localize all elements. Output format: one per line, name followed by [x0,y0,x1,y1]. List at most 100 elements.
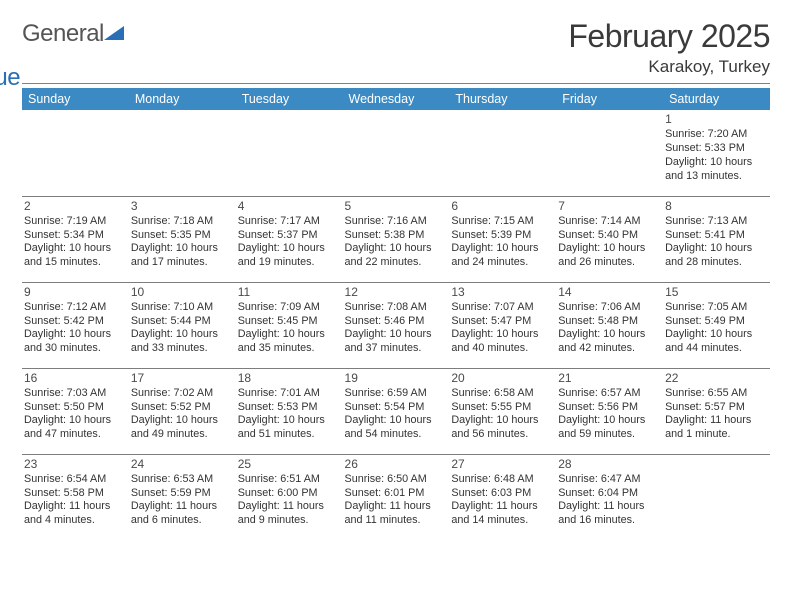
sunrise-line: Sunrise: 7:07 AM [451,301,552,315]
sunrise-line: Sunrise: 7:05 AM [665,301,766,315]
sunrise-line: Sunrise: 6:51 AM [238,473,339,487]
daylight-line: Daylight: 10 hours and 42 minutes. [558,328,659,356]
sunrise-line: Sunrise: 7:09 AM [238,301,339,315]
sunrise-line: Sunrise: 7:16 AM [345,215,446,229]
brand-logo: General Blue [22,18,126,70]
dow-thursday: Thursday [449,88,556,110]
day-cell: 28Sunrise: 6:47 AMSunset: 6:04 PMDayligh… [556,454,663,540]
day-number: 23 [24,457,125,472]
day-cell: 6Sunrise: 7:15 AMSunset: 5:39 PMDaylight… [449,196,556,282]
sunrise-line: Sunrise: 7:02 AM [131,387,232,401]
day-number: 3 [131,199,232,214]
day-number: 10 [131,285,232,300]
sunrise-line: Sunrise: 7:12 AM [24,301,125,315]
daylight-line: Daylight: 10 hours and 28 minutes. [665,242,766,270]
sunrise-line: Sunrise: 6:50 AM [345,473,446,487]
day-number: 25 [238,457,339,472]
sunset-line: Sunset: 5:53 PM [238,401,339,415]
day-cell: 21Sunrise: 6:57 AMSunset: 5:56 PMDayligh… [556,368,663,454]
day-cell: 25Sunrise: 6:51 AMSunset: 6:00 PMDayligh… [236,454,343,540]
sunrise-line: Sunrise: 6:59 AM [345,387,446,401]
day-number: 2 [24,199,125,214]
sunrise-line: Sunrise: 7:03 AM [24,387,125,401]
header-divider [22,83,770,84]
sunset-line: Sunset: 5:54 PM [345,401,446,415]
day-number: 27 [451,457,552,472]
day-cell: 14Sunrise: 7:06 AMSunset: 5:48 PMDayligh… [556,282,663,368]
daylight-line: Daylight: 10 hours and 59 minutes. [558,414,659,442]
brand-word-general: General [22,20,104,47]
daylight-line: Daylight: 11 hours and 4 minutes. [24,500,125,528]
sunset-line: Sunset: 5:52 PM [131,401,232,415]
sunset-line: Sunset: 5:41 PM [665,229,766,243]
day-cell: 23Sunrise: 6:54 AMSunset: 5:58 PMDayligh… [22,454,129,540]
daylight-line: Daylight: 10 hours and 33 minutes. [131,328,232,356]
sunset-line: Sunset: 6:04 PM [558,487,659,501]
day-cell [236,110,343,196]
daylight-line: Daylight: 11 hours and 14 minutes. [451,500,552,528]
day-number: 13 [451,285,552,300]
page-header: General Blue February 2025 Karakoy, Turk… [22,18,770,77]
daylight-line: Daylight: 10 hours and 44 minutes. [665,328,766,356]
daylight-line: Daylight: 10 hours and 26 minutes. [558,242,659,270]
day-number: 1 [665,112,766,127]
sunrise-line: Sunrise: 6:54 AM [24,473,125,487]
calendar-table: Sunday Monday Tuesday Wednesday Thursday… [22,88,770,540]
day-number: 16 [24,371,125,386]
day-number: 26 [345,457,446,472]
sunset-line: Sunset: 5:34 PM [24,229,125,243]
day-cell [449,110,556,196]
sunset-line: Sunset: 5:45 PM [238,315,339,329]
day-number: 7 [558,199,659,214]
day-number: 22 [665,371,766,386]
sunset-line: Sunset: 6:01 PM [345,487,446,501]
sunrise-line: Sunrise: 7:20 AM [665,128,766,142]
sunrise-line: Sunrise: 7:13 AM [665,215,766,229]
sunset-line: Sunset: 5:47 PM [451,315,552,329]
daylight-line: Daylight: 10 hours and 56 minutes. [451,414,552,442]
sunset-line: Sunset: 5:46 PM [345,315,446,329]
sunrise-line: Sunrise: 7:01 AM [238,387,339,401]
day-cell: 18Sunrise: 7:01 AMSunset: 5:53 PMDayligh… [236,368,343,454]
sunset-line: Sunset: 6:00 PM [238,487,339,501]
daylight-line: Daylight: 10 hours and 13 minutes. [665,156,766,184]
day-cell: 1Sunrise: 7:20 AMSunset: 5:33 PMDaylight… [663,110,770,196]
day-cell: 16Sunrise: 7:03 AMSunset: 5:50 PMDayligh… [22,368,129,454]
dow-sunday: Sunday [22,88,129,110]
sunset-line: Sunset: 5:42 PM [24,315,125,329]
sunrise-line: Sunrise: 7:18 AM [131,215,232,229]
daylight-line: Daylight: 10 hours and 40 minutes. [451,328,552,356]
day-number: 15 [665,285,766,300]
daylight-line: Daylight: 10 hours and 22 minutes. [345,242,446,270]
day-cell: 10Sunrise: 7:10 AMSunset: 5:44 PMDayligh… [129,282,236,368]
day-cell: 26Sunrise: 6:50 AMSunset: 6:01 PMDayligh… [343,454,450,540]
day-cell [343,110,450,196]
day-number: 14 [558,285,659,300]
sunrise-line: Sunrise: 6:55 AM [665,387,766,401]
sunset-line: Sunset: 5:49 PM [665,315,766,329]
day-cell: 5Sunrise: 7:16 AMSunset: 5:38 PMDaylight… [343,196,450,282]
day-cell: 11Sunrise: 7:09 AMSunset: 5:45 PMDayligh… [236,282,343,368]
sunrise-line: Sunrise: 7:14 AM [558,215,659,229]
daylight-line: Daylight: 10 hours and 51 minutes. [238,414,339,442]
day-cell: 17Sunrise: 7:02 AMSunset: 5:52 PMDayligh… [129,368,236,454]
dow-wednesday: Wednesday [343,88,450,110]
brand-word-blue: Blue [0,66,56,90]
daylight-line: Daylight: 11 hours and 11 minutes. [345,500,446,528]
sunset-line: Sunset: 5:59 PM [131,487,232,501]
day-cell: 20Sunrise: 6:58 AMSunset: 5:55 PMDayligh… [449,368,556,454]
sunset-line: Sunset: 5:40 PM [558,229,659,243]
week-row: 9Sunrise: 7:12 AMSunset: 5:42 PMDaylight… [22,282,770,368]
day-number: 24 [131,457,232,472]
day-of-week-header-row: Sunday Monday Tuesday Wednesday Thursday… [22,88,770,110]
day-number: 5 [345,199,446,214]
day-number: 11 [238,285,339,300]
day-cell [129,110,236,196]
sunset-line: Sunset: 5:50 PM [24,401,125,415]
daylight-line: Daylight: 11 hours and 6 minutes. [131,500,232,528]
sunrise-line: Sunrise: 6:48 AM [451,473,552,487]
day-cell: 15Sunrise: 7:05 AMSunset: 5:49 PMDayligh… [663,282,770,368]
sunset-line: Sunset: 5:55 PM [451,401,552,415]
daylight-line: Daylight: 11 hours and 16 minutes. [558,500,659,528]
dow-monday: Monday [129,88,236,110]
